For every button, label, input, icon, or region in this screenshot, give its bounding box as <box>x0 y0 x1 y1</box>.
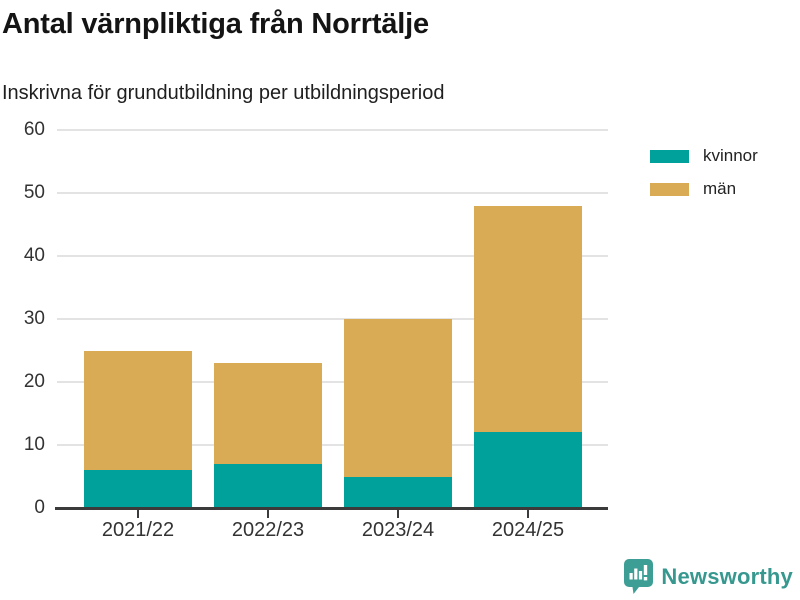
y-tick-label: 40 <box>23 245 45 266</box>
legend-swatch-kvinnor <box>650 149 689 163</box>
bar-stack-2023-24 <box>344 319 452 508</box>
x-tick <box>397 510 399 518</box>
y-tick-label: 50 <box>23 182 45 203</box>
legend-swatch-man <box>650 182 689 196</box>
gridline <box>57 381 608 383</box>
bar-segment-män <box>214 363 322 464</box>
bar-stack-2024-25 <box>474 205 582 508</box>
legend-item-kvinnor: kvinnor <box>650 146 758 166</box>
legend-label: kvinnor <box>703 146 758 165</box>
y-tick-label: 60 <box>23 119 45 140</box>
y-tick-label: 0 <box>34 497 45 518</box>
gridline <box>57 318 608 320</box>
legend-item-man: män <box>650 179 758 199</box>
bar-segment-män <box>474 205 582 433</box>
x-axis-line <box>55 507 608 510</box>
newsworthy-chart-bubble-icon <box>623 558 654 595</box>
x-category-label: 2024/25 <box>491 519 565 541</box>
bar-segment-kvinnor <box>84 470 192 508</box>
gridline <box>57 444 608 446</box>
legend: kvinnor män <box>650 146 758 212</box>
legend-label: män <box>703 179 737 198</box>
x-tick <box>137 510 139 518</box>
chart-title: Antal värnpliktiga från Norrtälje <box>2 8 429 40</box>
x-tick <box>527 510 529 518</box>
branding-name: Newsworthy <box>661 563 793 589</box>
x-category-label: 2022/23 <box>231 519 305 541</box>
bar-segment-män <box>84 350 192 471</box>
bar-segment-kvinnor <box>214 463 322 508</box>
gridline <box>57 192 608 194</box>
y-tick-label: 30 <box>23 308 45 329</box>
gridline <box>57 129 608 131</box>
bar-segment-kvinnor <box>474 432 582 508</box>
y-axis-labels: 0 10 20 30 40 50 60 <box>0 119 45 518</box>
x-tick <box>267 510 269 518</box>
gridline <box>57 255 608 257</box>
chart-subtitle: Inskrivna för grundutbildning per utbild… <box>2 82 445 104</box>
plot-area <box>57 129 608 508</box>
bar-segment-män <box>344 319 452 477</box>
bubble-shape <box>624 559 654 594</box>
y-tick-label: 20 <box>23 371 45 392</box>
x-category-label: 2021/22 <box>101 519 175 541</box>
x-category-label: 2023/24 <box>361 519 435 541</box>
bar-segment-kvinnor <box>344 476 452 508</box>
branding-logo[interactable]: Newsworthy <box>623 558 793 595</box>
y-tick-label: 10 <box>23 434 45 455</box>
bar-stack-2022-23 <box>214 363 322 508</box>
bar-stack-2021-22 <box>84 350 192 508</box>
